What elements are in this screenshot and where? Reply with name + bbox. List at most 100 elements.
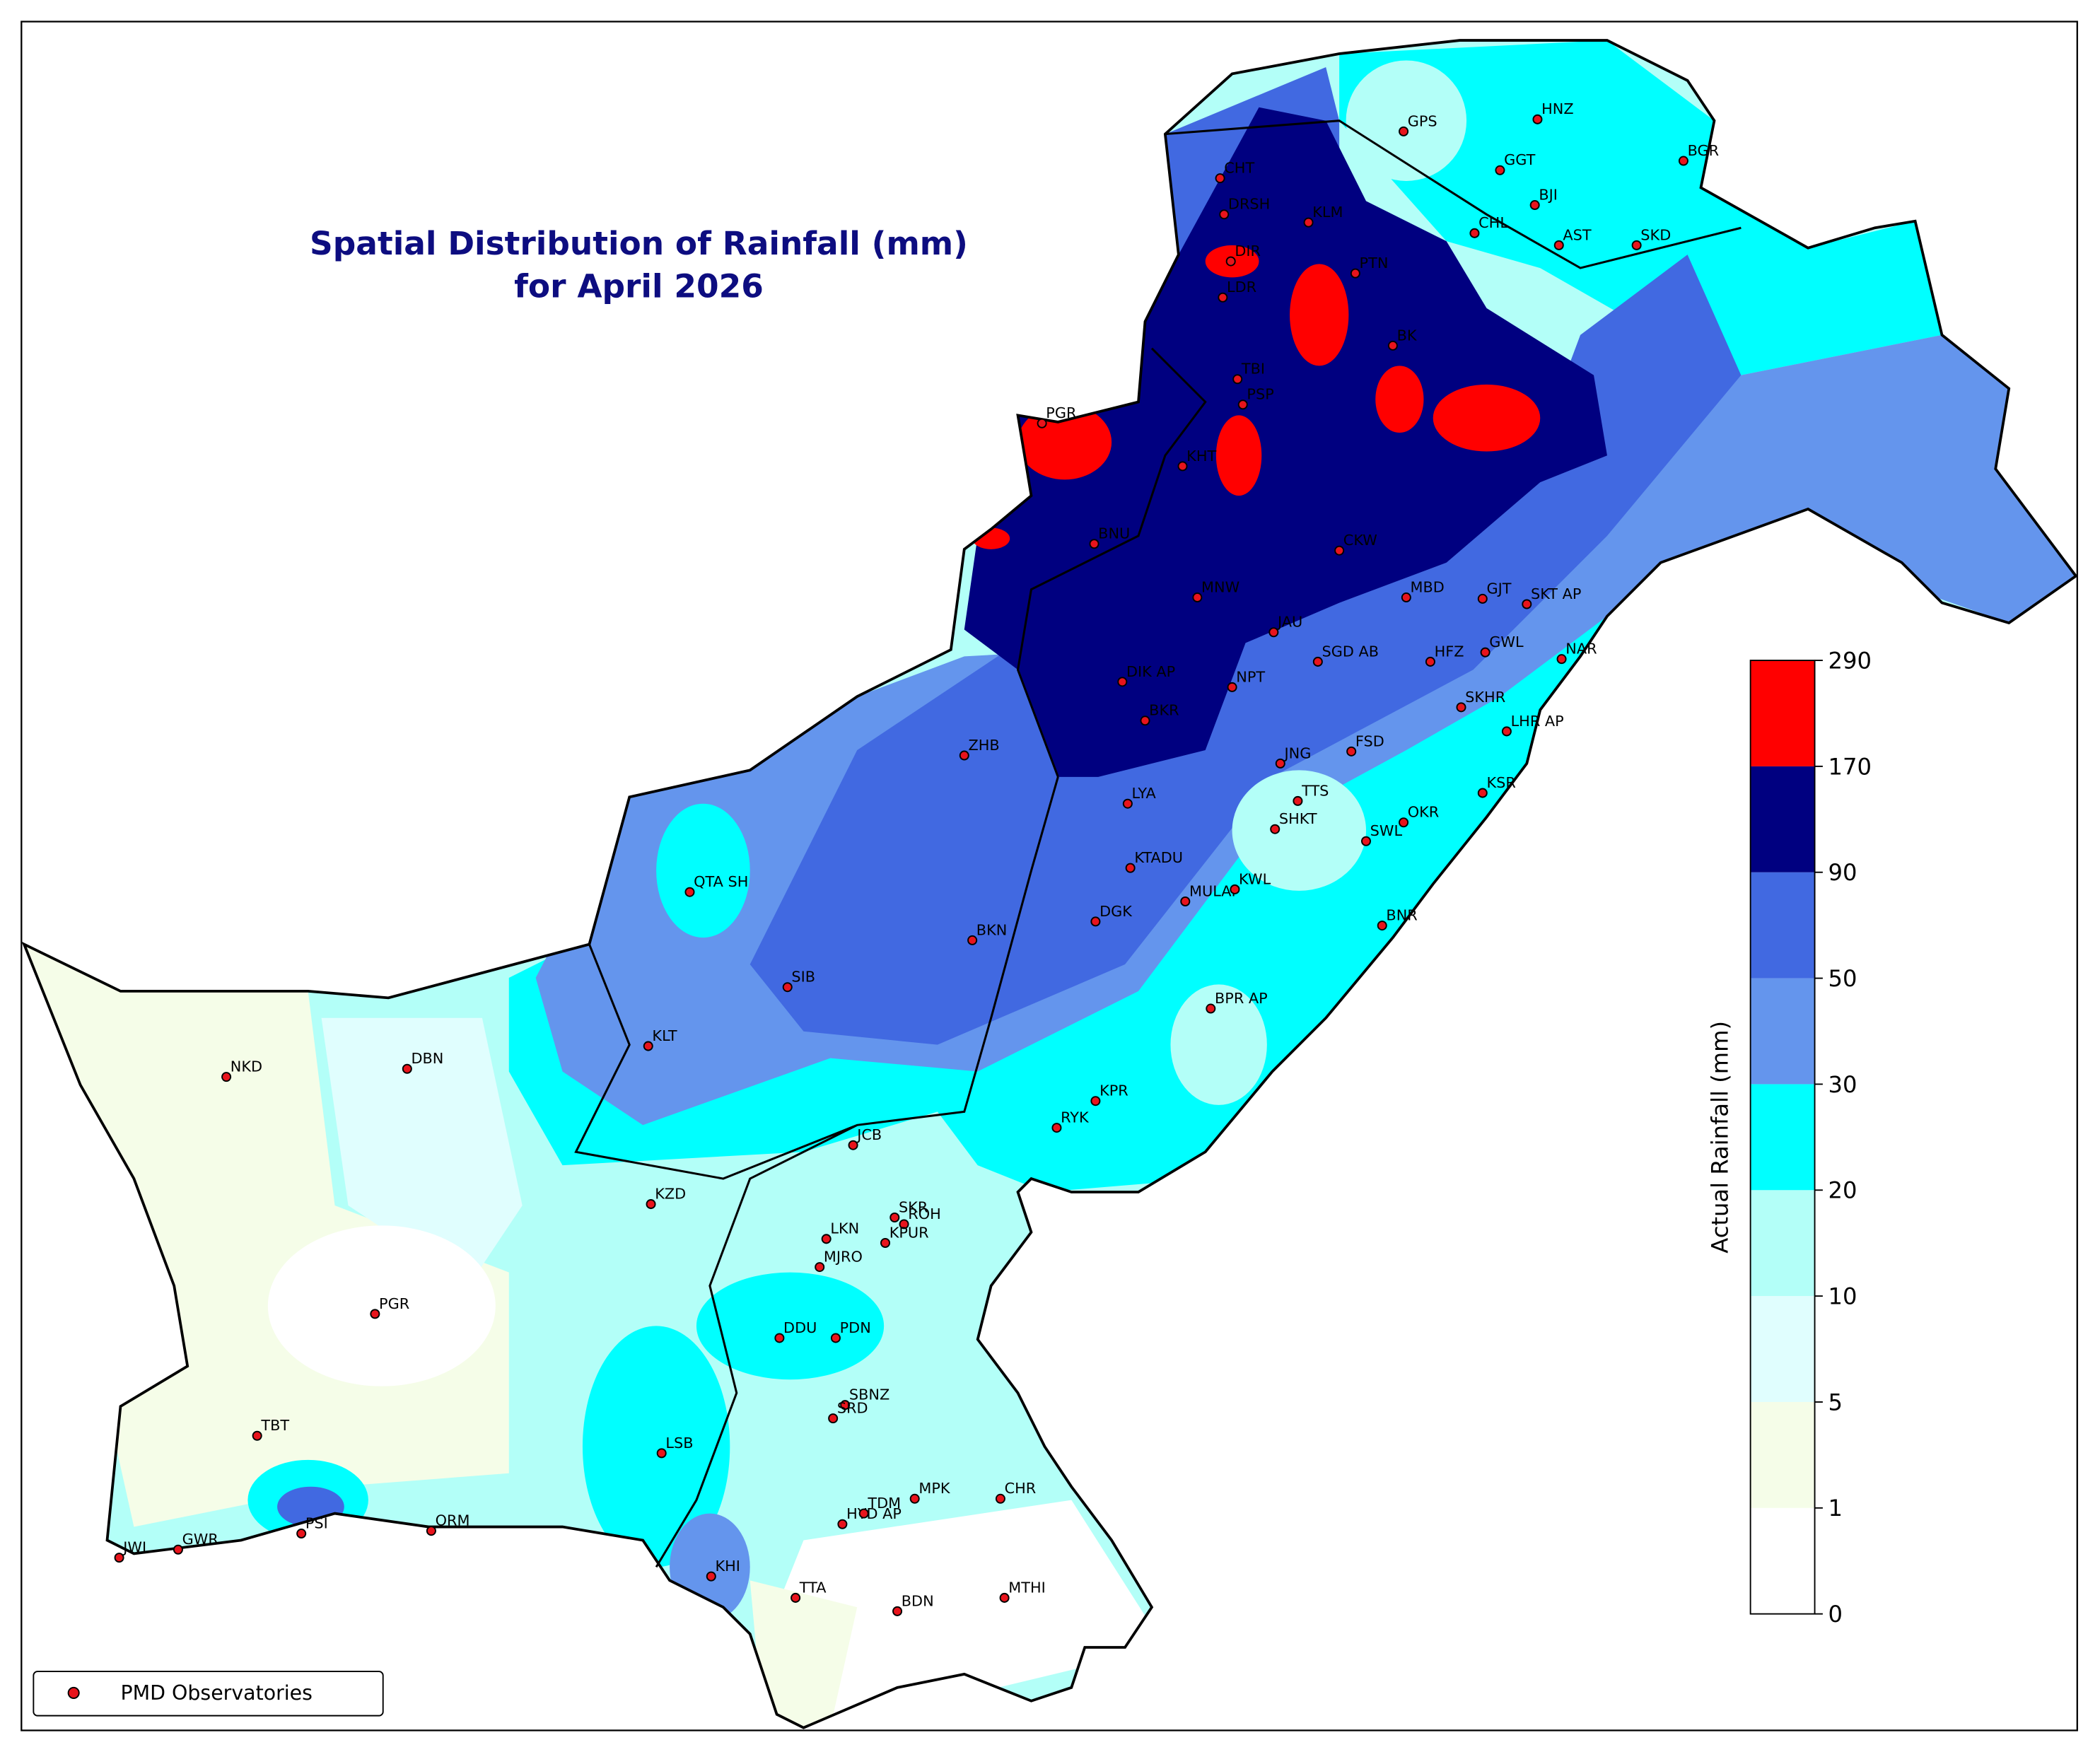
station-label: PDN [840, 1319, 871, 1336]
station-label: KZD [655, 1185, 686, 1202]
station-label: AST [1563, 226, 1591, 243]
station-marker [1225, 256, 1236, 267]
station-label: KTADU [1134, 849, 1183, 866]
fill-170-290 [1375, 366, 1424, 433]
station-label: SIB [791, 969, 815, 986]
station-marker [1556, 654, 1567, 665]
province-border [574, 119, 1742, 1568]
station-label: SKT AP [1531, 585, 1581, 602]
station-label: ZHB [968, 737, 999, 754]
colorbar-tick-label: 50 [1828, 965, 1857, 992]
station-marker [646, 1199, 656, 1210]
colorbar-tick-label: 1 [1828, 1495, 1842, 1522]
station-marker [959, 750, 969, 761]
station-label: KHT [1186, 448, 1216, 465]
station-marker [1477, 788, 1488, 798]
station-marker [892, 1606, 903, 1616]
station-label: DDU [783, 1319, 817, 1336]
station-marker [1501, 726, 1512, 737]
station-marker [1268, 627, 1279, 638]
station-label: BNU [1098, 525, 1130, 542]
station-label: TTS [1301, 782, 1329, 799]
station-marker [774, 1333, 785, 1343]
station-label: LKN [830, 1220, 859, 1237]
colorbar-tick-label: 5 [1828, 1389, 1842, 1415]
station-label: LYA [1132, 785, 1157, 802]
station-marker [1477, 593, 1488, 604]
station-label: GPS [1408, 112, 1437, 129]
station-marker [1346, 746, 1357, 757]
station-label: ORM [436, 1512, 470, 1529]
station-label: SHKT [1279, 810, 1317, 827]
station-marker [1227, 682, 1237, 692]
colorbar-segment [1750, 766, 1815, 872]
station-marker [1303, 217, 1314, 228]
colorbar-tick-label: 30 [1828, 1071, 1857, 1098]
fill-170-290 [1290, 264, 1349, 366]
stations: GPS HNZ GGT BJI CHL AST SKD BGR CHT DRSH KLM DIR PTN… [114, 100, 1719, 1616]
station-label: PSI [305, 1514, 328, 1531]
station-marker [1399, 817, 1409, 828]
station-label: GGT [1504, 151, 1536, 168]
station-marker [1522, 599, 1532, 609]
station-marker [1456, 702, 1466, 713]
station-marker [1399, 126, 1409, 136]
station-label: MBD [1411, 578, 1445, 595]
station-marker [1270, 824, 1281, 834]
station-label: PGR [379, 1295, 409, 1312]
station-label: BJI [1539, 186, 1558, 203]
station-label: CHT [1224, 160, 1254, 177]
station-marker [1090, 916, 1101, 927]
station-label: ROH [908, 1205, 941, 1222]
station-marker [967, 935, 978, 945]
station-label: TTA [799, 1579, 827, 1596]
station-label: PTN [1360, 255, 1389, 271]
colorbar-segment [1750, 1507, 1815, 1614]
station-label: MTHI [1008, 1579, 1046, 1596]
station-marker [1532, 114, 1543, 124]
station-label: DRSH [1228, 196, 1270, 213]
station-marker [1401, 592, 1411, 603]
station-label: KLM [1312, 204, 1343, 221]
station-marker [656, 1448, 667, 1459]
station-label: KPUR [889, 1224, 929, 1241]
station-label: TBI [1241, 361, 1265, 378]
station-marker [1480, 647, 1491, 658]
legend-marker [67, 1686, 80, 1699]
station-label: KPR [1099, 1082, 1128, 1099]
map-title: Spatial Distribution of Rainfall (mm) [310, 225, 968, 262]
station-marker [252, 1430, 262, 1441]
colorbar-segment [1750, 978, 1815, 1085]
station-marker [1312, 656, 1323, 667]
station-marker [1377, 921, 1387, 931]
station-label: BNR [1386, 907, 1417, 924]
station-label: TBT [260, 1417, 289, 1434]
station-label: BDN [902, 1592, 934, 1609]
map-subtitle: for April 2026 [514, 268, 764, 305]
station-marker [1631, 240, 1642, 250]
station-label: SWL [1370, 822, 1403, 839]
station-marker [840, 1400, 851, 1411]
station-marker [830, 1333, 841, 1343]
station-marker [1293, 795, 1303, 806]
station-marker [791, 1592, 801, 1603]
colorbar-segment [1750, 1401, 1815, 1508]
colorbar-tick-label: 0 [1828, 1601, 1842, 1628]
fill-20-30 [1339, 40, 1942, 375]
station-marker [1037, 418, 1047, 428]
fill-10-20 [1170, 984, 1267, 1105]
station-marker [1140, 716, 1150, 726]
fill-0-1 [267, 1225, 496, 1386]
station-marker [1206, 1003, 1216, 1014]
station-label: JAU [1276, 614, 1302, 631]
station-marker [995, 1493, 1005, 1504]
station-label: BKN [976, 921, 1008, 938]
station-marker [858, 1508, 869, 1519]
station-label: SKR [899, 1198, 928, 1215]
colorbar-segment [1750, 1190, 1815, 1297]
fill-50-90 [749, 255, 1742, 1045]
station-label: BK [1397, 327, 1418, 344]
station-marker [828, 1413, 839, 1424]
station-marker [1117, 677, 1128, 687]
